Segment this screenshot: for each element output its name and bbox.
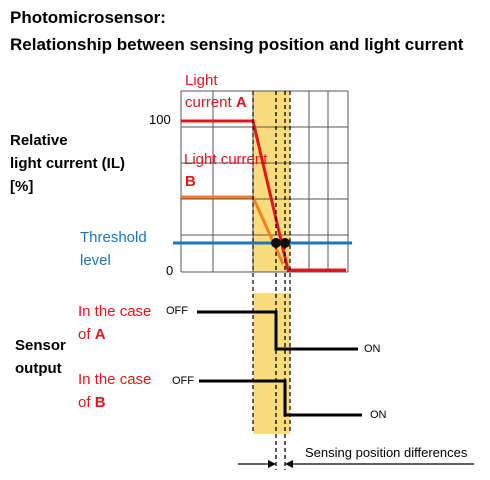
sensor-output-a-signal [197, 310, 358, 351]
case-b-label-line-2: of B [78, 394, 106, 411]
case-b-letter: B [94, 394, 106, 411]
light-current-a-label-line-1: Light [185, 72, 218, 89]
off-label-a: OFF [166, 305, 188, 317]
light-current-b-label-line-1: Light current [184, 151, 268, 168]
y-axis-label-line-3: [%] [10, 178, 34, 195]
title-line-2: Relationship between sensing position an… [10, 35, 464, 54]
difference-arrows [238, 460, 474, 468]
sensing-position-differences-label: Sensing position differences [305, 445, 468, 460]
crossing-point-a [280, 238, 290, 248]
case-a-label-line-1: In the case [78, 303, 152, 320]
crossing-point-b [271, 238, 281, 248]
y-axis-label-line-1: Relative [10, 132, 68, 149]
title-line-1: Photomicrosensor: [10, 8, 166, 27]
off-label-b: OFF [172, 375, 194, 387]
case-b-label-line-1: In the case [78, 371, 152, 388]
light-current-a-label-line-2: current A [185, 94, 247, 111]
sensor-output-b-signal [199, 379, 362, 417]
case-a-label-line-2: of A [78, 326, 106, 343]
tick-label-0: 0 [166, 263, 174, 278]
tick-label-100: 100 [149, 112, 171, 127]
on-label-b: ON [370, 409, 387, 421]
y-axis-label-line-2: light current (IL) [10, 155, 125, 172]
sensor-output-label-line-2: output [15, 360, 62, 377]
case-a-letter: A [94, 326, 106, 343]
on-label-a: ON [364, 343, 381, 355]
zone-edges [252, 91, 291, 434]
light-current-b-letter: B [185, 173, 196, 190]
light-current-a-curve [181, 119, 346, 272]
sensor-output-label-line-1: Sensor [15, 337, 66, 354]
threshold-label-line-1: Threshold [80, 229, 147, 246]
light-current-a-letter: A [235, 94, 247, 111]
threshold-label-line-2: level [80, 252, 111, 269]
